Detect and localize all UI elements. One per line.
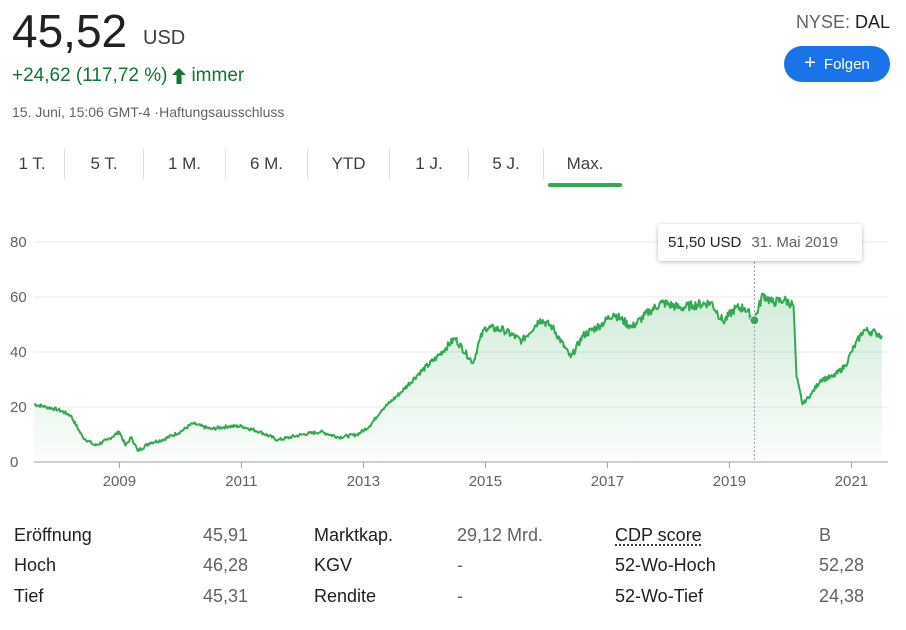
meta-separator: · — [150, 104, 160, 120]
stat-row: Tief 45,31 — [14, 581, 248, 612]
series-line — [33, 292, 883, 452]
stat-low-value: 45,31 — [202, 585, 248, 606]
stats-table: Eröffnung 45,91 Hoch 46,28 Tief 45,31 Markt… — [0, 520, 906, 620]
exchange-name: NYSE: — [795, 12, 850, 32]
plus-icon: + — [804, 52, 816, 74]
arrow-up-icon — [172, 68, 187, 84]
stat-pe-value: - — [457, 555, 463, 576]
change-value: +24,62 (117,72 %) — [12, 65, 168, 86]
stat-high-label: Hoch — [14, 555, 57, 576]
tab-ytd[interactable]: YTD — [331, 154, 366, 173]
stat-row: 52-Wo-Tief 24,38 — [615, 581, 866, 612]
stat-open-value: 45,91 — [202, 524, 248, 545]
stats-col-2: Marktkap. 29,12 Mrd. KGV - Rendite - — [314, 520, 550, 612]
tab-divider — [143, 149, 144, 179]
tab-divider — [468, 149, 469, 179]
tab-1-year[interactable]: 1 J. — [415, 154, 443, 173]
x-tick-label: 2009 — [103, 473, 136, 490]
change-period: immer — [191, 65, 245, 86]
price-change: +24,62 (117,72 %) immer — [12, 65, 244, 87]
stat-yield-label: Rendite — [314, 585, 377, 606]
follow-button[interactable]: + Folgen — [784, 46, 890, 82]
stat-52w-low-label: 52-Wo-Tief — [615, 585, 704, 606]
quote-timestamp: 15. Juni, 15:06 GMT-4 — [12, 104, 151, 120]
range-tabs: 1 T. 5 T. 1 M. 6 M. YTD 1 J. 5 J. Max. — [0, 146, 626, 187]
quote-meta: 15. Juni, 15:06 GMT-4 ·Haftungsausschlus… — [12, 104, 284, 120]
x-tick-label: 2017 — [591, 473, 624, 490]
stat-cdp-label[interactable]: CDP score — [615, 524, 702, 545]
stat-high-value: 46,28 — [202, 555, 248, 576]
y-tick-label: 40 — [10, 344, 27, 361]
chart-tooltip: 51,50 USD 31. Mai 2019 — [658, 224, 862, 261]
stat-low-label: Tief — [14, 585, 44, 606]
stat-row: Rendite - — [314, 581, 550, 612]
stat-row: 52-Wo-Hoch 52,28 — [615, 551, 866, 582]
stat-row: Hoch 46,28 — [14, 551, 248, 582]
stat-row: CDP score B — [615, 520, 866, 551]
y-tick-label: 20 — [10, 399, 27, 416]
stat-marketcap-value: 29,12 Mrd. — [457, 524, 544, 545]
x-tick-label: 2013 — [347, 473, 380, 490]
tab-1-day[interactable]: 1 T. — [18, 154, 46, 173]
disclaimer-link[interactable]: Haftungsausschluss — [159, 104, 285, 120]
stat-yield-value: - — [457, 585, 463, 606]
follow-label: Folgen — [823, 55, 870, 73]
y-tick-label: 0 — [10, 454, 18, 471]
tab-1-month[interactable]: 1 M. — [167, 154, 202, 173]
tab-6-months[interactable]: 6 M. — [249, 154, 284, 173]
tooltip-value: 51,50 USD — [668, 234, 742, 251]
stat-52w-high-value: 52,28 — [819, 555, 865, 576]
tab-divider — [307, 149, 308, 179]
x-tick-label: 2019 — [713, 473, 746, 490]
x-tick-label: 2021 — [835, 473, 868, 490]
stat-open-label: Eröffnung — [14, 524, 92, 545]
stat-row: KGV - — [314, 551, 550, 582]
ticker-symbol: NYSE: DAL — [796, 12, 890, 33]
stock-price: 45,52 — [12, 5, 128, 57]
stats-col-3: CDP score B 52-Wo-Hoch 52,28 52-Wo-Tief 24,… — [615, 520, 866, 612]
tab-5-years[interactable]: 5 J. — [492, 154, 520, 173]
y-tick-label: 60 — [10, 289, 27, 306]
stat-cdp-value: B — [819, 524, 832, 545]
tab-divider — [64, 149, 65, 179]
series-area — [34, 293, 882, 462]
stat-52w-low-value: 24,38 — [819, 585, 865, 606]
tab-divider — [225, 149, 226, 179]
stat-52w-high-label: 52-Wo-Hoch — [615, 555, 716, 576]
stat-row: Eröffnung 45,91 — [14, 520, 248, 551]
stat-pe-label: KGV — [314, 555, 353, 576]
stat-row: Marktkap. 29,12 Mrd. — [314, 520, 550, 551]
x-tick-label: 2011 — [225, 473, 257, 490]
tab-divider — [543, 149, 544, 179]
stats-col-1: Eröffnung 45,91 Hoch 46,28 Tief 45,31 — [14, 520, 248, 612]
price-chart[interactable]: 0 20 40 60 80 2009 2011 2013 2015 2017 2019 2021 — [0, 222, 906, 494]
tab-divider — [389, 149, 390, 179]
tab-max[interactable]: Max. — [544, 146, 626, 187]
price-currency: USD — [143, 27, 186, 49]
stat-marketcap-label: Marktkap. — [314, 524, 394, 545]
tooltip-date: 31. Mai 2019 — [751, 234, 839, 251]
y-tick-label: 80 — [10, 234, 27, 251]
x-tick-label: 2015 — [469, 473, 502, 490]
hover-point — [749, 315, 760, 326]
tab-5-days[interactable]: 5 T. — [90, 154, 118, 173]
symbol-name: DAL — [854, 12, 890, 32]
